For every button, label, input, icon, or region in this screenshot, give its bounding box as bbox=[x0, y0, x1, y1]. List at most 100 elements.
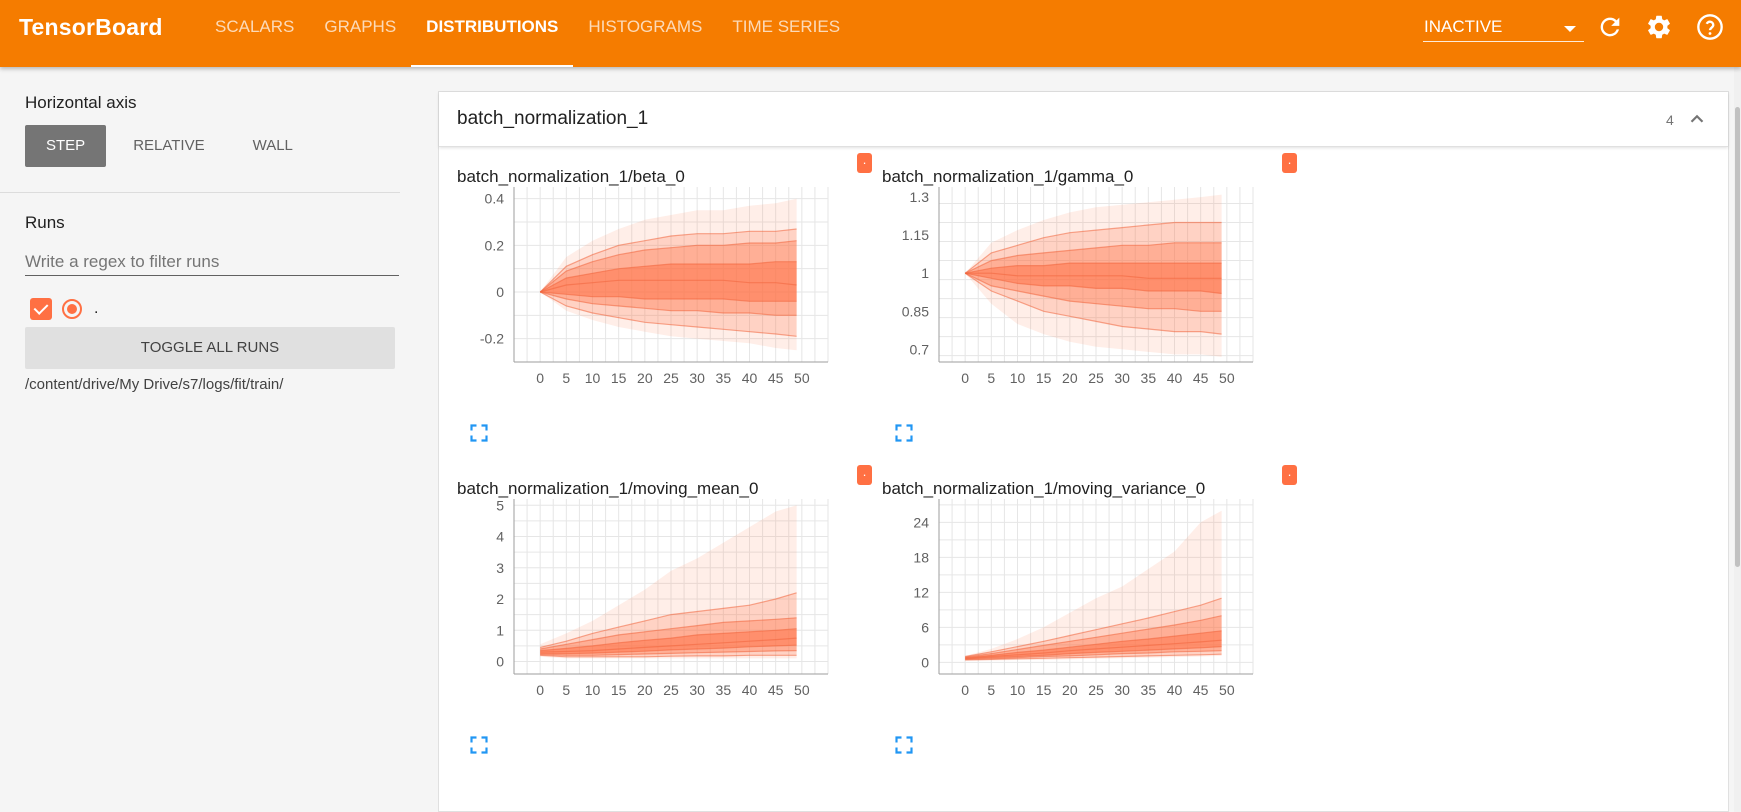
chart-title: batch_normalization_1/beta_0 bbox=[457, 167, 685, 186]
y-tick-label: 1.15 bbox=[902, 227, 929, 243]
percentile-line bbox=[540, 617, 797, 650]
chart-card: batch_normalization_1/gamma_0 . 0 5 10 15 20… bbox=[864, 153, 1297, 467]
y-tick-label: 0.2 bbox=[485, 237, 505, 253]
x-tick-label: 50 bbox=[794, 682, 810, 698]
fullscreen-icon[interactable] bbox=[894, 423, 914, 443]
tab-time-series[interactable]: Time Series bbox=[732, 17, 841, 36]
percentile-line bbox=[965, 272, 1222, 279]
x-tick-label: 0 bbox=[536, 682, 544, 698]
y-tick-label: 0.85 bbox=[902, 303, 929, 319]
axis-wall-button[interactable]: Wall bbox=[252, 137, 293, 154]
x-tick-label: 10 bbox=[585, 370, 601, 386]
x-tick-label: 35 bbox=[716, 682, 732, 698]
percentile-line bbox=[540, 291, 797, 302]
top-bar: TensorBoard Scalars Graphs Distributions… bbox=[0, 0, 1741, 67]
chart-title: batch_normalization_1/moving_variance_0 bbox=[882, 479, 1206, 498]
chart-title: batch_normalization_1/moving_mean_0 bbox=[457, 479, 759, 498]
log-directory: /content/drive/My Drive/s7/logs/fit/trai… bbox=[25, 376, 284, 393]
gear-icon[interactable] bbox=[1645, 13, 1673, 41]
chevron-up-icon[interactable] bbox=[1686, 108, 1708, 130]
tab-graphs[interactable]: Graphs bbox=[324, 17, 397, 36]
help-icon[interactable] bbox=[1696, 13, 1724, 41]
scrollbar[interactable] bbox=[1734, 67, 1741, 812]
fullscreen-icon[interactable] bbox=[894, 735, 914, 755]
y-tick-label: 4 bbox=[496, 529, 504, 545]
axis-step-button[interactable]: Step bbox=[25, 125, 107, 167]
horizontal-axis-label: Horizontal axis bbox=[25, 93, 137, 112]
y-tick-label: 12 bbox=[913, 584, 929, 600]
y-tick-label: 18 bbox=[913, 549, 929, 565]
toggle-all-runs-button[interactable]: Toggle all runs bbox=[25, 327, 395, 369]
x-tick-label: 30 bbox=[689, 370, 705, 386]
tab-histograms[interactable]: Histograms bbox=[588, 17, 703, 36]
panel-header[interactable]: batch_normalization_1 4 bbox=[439, 92, 1728, 147]
run-color-badge: . bbox=[1282, 465, 1297, 485]
distribution-band bbox=[965, 263, 1222, 294]
percentile-line bbox=[540, 650, 797, 656]
distribution-chart[interactable]: 0 5 10 15 20 25 30 35 40 45 50 0.4 0.2 0 -0.2 bbox=[439, 187, 879, 432]
chart-card: batch_normalization_1/moving_mean_0 . 0 5… bbox=[439, 465, 872, 779]
x-tick-label: 35 bbox=[1141, 682, 1157, 698]
x-tick-label: 25 bbox=[1088, 370, 1104, 386]
nav-tabs: Scalars Graphs Distributions Histograms … bbox=[200, 0, 855, 67]
x-tick-label: 20 bbox=[637, 370, 653, 386]
axis-relative-button[interactable]: Relative bbox=[133, 137, 205, 154]
x-tick-label: 10 bbox=[585, 682, 601, 698]
distribution-chart[interactable]: 0 5 10 15 20 25 30 35 40 45 50 24 18 12 6 0 bbox=[864, 499, 1304, 744]
run-checkbox[interactable] bbox=[30, 298, 52, 320]
y-tick-label: 1 bbox=[921, 265, 929, 281]
x-tick-label: 5 bbox=[562, 682, 570, 698]
refresh-icon[interactable] bbox=[1596, 13, 1624, 41]
x-tick-label: 10 bbox=[1010, 370, 1026, 386]
x-tick-label: 50 bbox=[1219, 370, 1235, 386]
x-tick-label: 30 bbox=[689, 682, 705, 698]
chart-card: batch_normalization_1/beta_0 . 0 5 10 15 20 2… bbox=[439, 153, 872, 467]
tab-scalars[interactable]: Scalars bbox=[215, 17, 295, 36]
run-color-badge: . bbox=[857, 153, 872, 173]
x-tick-label: 45 bbox=[1193, 370, 1209, 386]
sidebar: Horizontal axis Step Relative Wall Runs … bbox=[0, 67, 400, 812]
chart-card: batch_normalization_1/moving_variance_0 … bbox=[864, 465, 1297, 779]
distribution-band bbox=[540, 505, 797, 659]
distribution-band bbox=[965, 510, 1222, 661]
percentile-line bbox=[540, 644, 797, 655]
percentile-line bbox=[965, 262, 1222, 274]
x-tick-label: 15 bbox=[611, 682, 627, 698]
fullscreen-icon[interactable] bbox=[469, 735, 489, 755]
percentile-line bbox=[965, 650, 1222, 660]
tab-distributions[interactable]: Distributions bbox=[411, 0, 574, 67]
distribution-chart[interactable]: 0 5 10 15 20 25 30 35 40 45 50 1.3 1.15 1 0.85 0.7 bbox=[864, 187, 1304, 432]
x-tick-label: 25 bbox=[663, 682, 679, 698]
run-color-badge: . bbox=[1282, 153, 1297, 173]
x-tick-label: 5 bbox=[562, 370, 570, 386]
percentile-line bbox=[965, 630, 1222, 659]
y-tick-label: 2 bbox=[496, 591, 504, 607]
x-tick-label: 40 bbox=[1167, 370, 1183, 386]
run-item: . bbox=[30, 297, 98, 321]
x-tick-label: 30 bbox=[1114, 682, 1130, 698]
percentile-line bbox=[539, 291, 797, 337]
y-tick-label: 1 bbox=[496, 622, 504, 638]
x-tick-label: 15 bbox=[1036, 370, 1052, 386]
status-dropdown[interactable]: INACTIVE bbox=[1423, 14, 1584, 42]
x-tick-label: 50 bbox=[794, 370, 810, 386]
run-radio[interactable] bbox=[62, 299, 82, 319]
fullscreen-icon[interactable] bbox=[469, 423, 489, 443]
x-tick-label: 5 bbox=[987, 682, 995, 698]
percentile-line bbox=[540, 637, 797, 653]
y-tick-label: 0 bbox=[496, 654, 504, 670]
y-tick-label: 6 bbox=[921, 619, 929, 635]
percentile-line bbox=[965, 653, 1222, 661]
percentile-line bbox=[539, 240, 797, 293]
scrollbar-thumb[interactable] bbox=[1735, 107, 1740, 567]
run-filter-input[interactable] bbox=[25, 248, 399, 276]
y-tick-label: 0 bbox=[921, 654, 929, 670]
x-tick-label: 10 bbox=[1010, 682, 1026, 698]
x-tick-label: 15 bbox=[611, 370, 627, 386]
panel-title: batch_normalization_1 bbox=[457, 108, 649, 129]
y-tick-label: -0.2 bbox=[480, 331, 504, 347]
y-tick-label: 24 bbox=[913, 514, 929, 530]
y-tick-label: 1.3 bbox=[910, 189, 930, 205]
percentile-line bbox=[964, 242, 1222, 274]
